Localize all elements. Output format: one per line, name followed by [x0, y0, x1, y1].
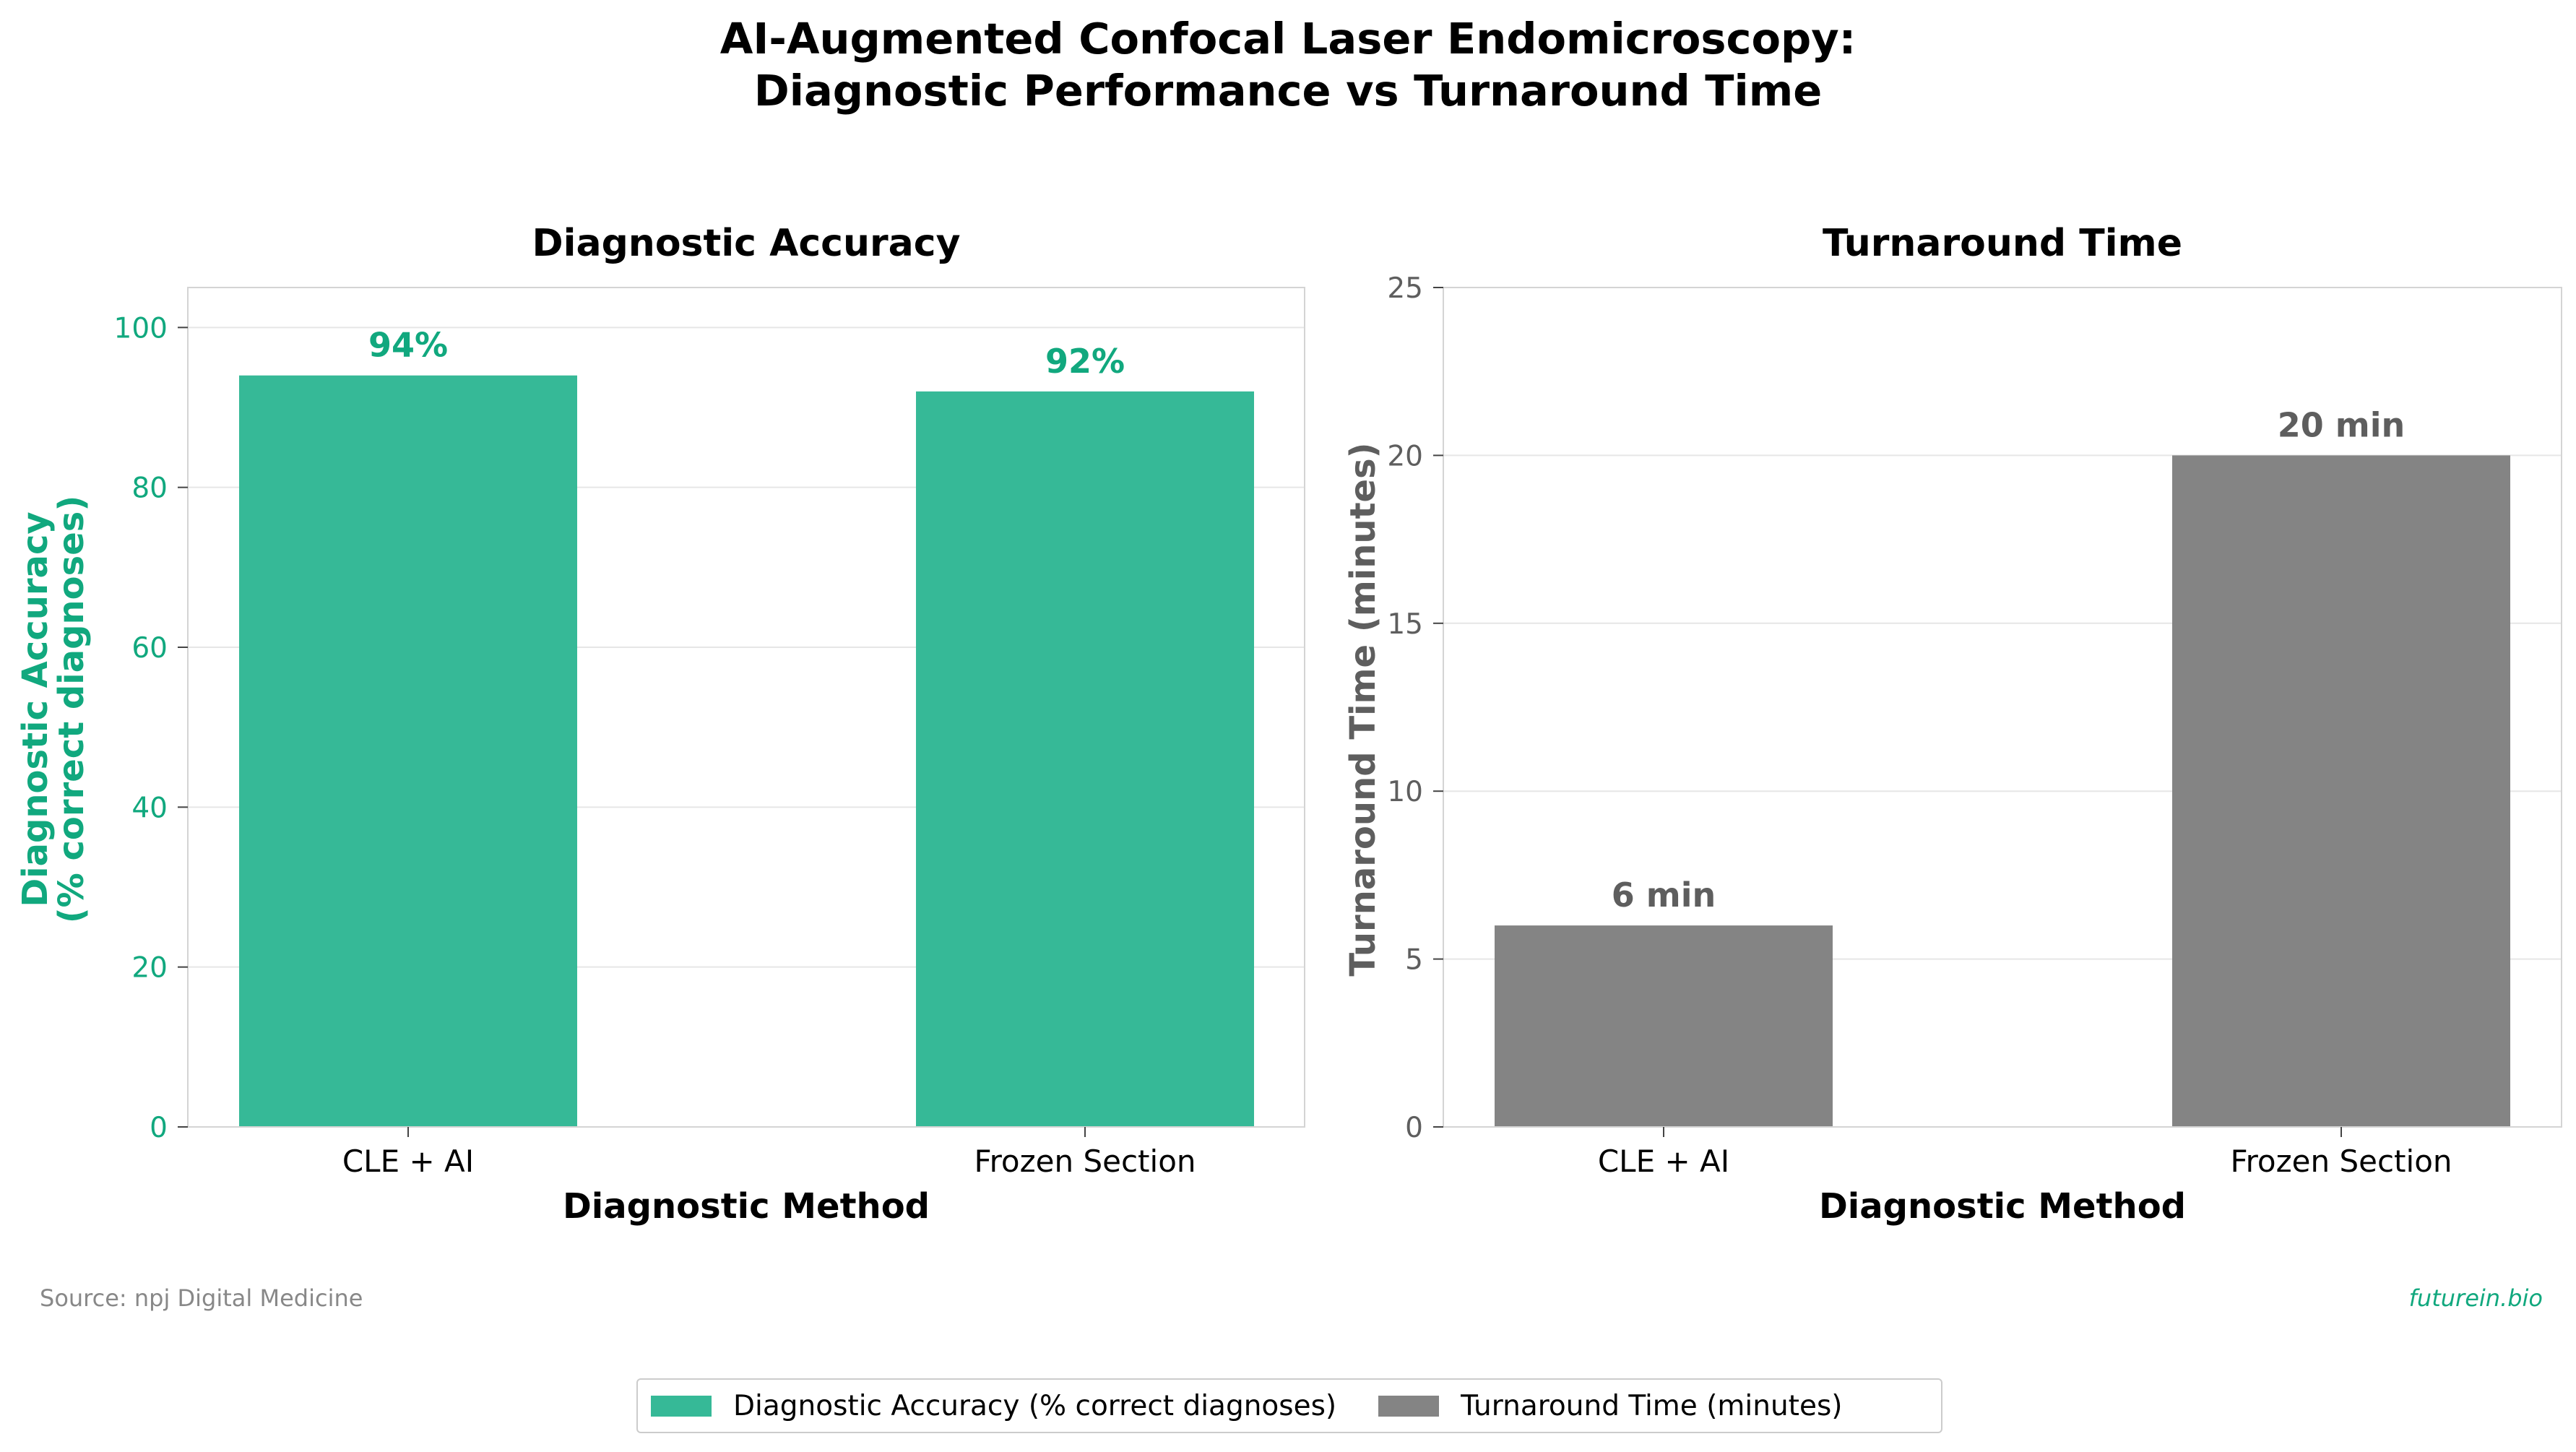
legend-item-time: Turnaround Time (minutes)	[1378, 1389, 1843, 1422]
bar-1-1	[2172, 455, 2510, 1127]
xtick-label-0-1: Frozen Section	[974, 1144, 1196, 1179]
chart-title: AI-Augmented Confocal Laser Endomicrosco…	[0, 13, 2576, 117]
source-note: Source: npj Digital Medicine	[40, 1284, 363, 1312]
y-axis-title-0-1: (% correct diagnoses)	[51, 496, 92, 924]
legend-item-accuracy: Diagnostic Accuracy (% correct diagnoses…	[651, 1390, 1336, 1422]
bar-0-1	[916, 391, 1254, 1127]
plot-frame-1	[1443, 287, 2562, 1128]
brand-mark: futurein.bio	[2408, 1284, 2543, 1312]
xtick-label-1-0: CLE + AI	[1598, 1144, 1729, 1179]
y-axis-title-1-0: Turnaround Time (minutes)	[1343, 442, 1383, 976]
ytick-label-1-2: 10	[1387, 776, 1423, 808]
x-axis-title-1: Diagnostic Method	[1819, 1186, 2186, 1227]
y-axis-title-0-0: Diagnostic Accuracy	[15, 511, 56, 907]
legend-label-accuracy: Diagnostic Accuracy (% correct diagnoses…	[733, 1389, 1337, 1422]
ytick-label-0-3: 60	[131, 632, 168, 665]
ytick-label-1-3: 15	[1387, 608, 1423, 641]
panel-title-1: Turnaround Time	[1823, 222, 2182, 265]
ytick-label-0-1: 20	[131, 952, 168, 985]
plot-frame-0	[187, 287, 1305, 1128]
ytick-label-1-0: 0	[1405, 1112, 1423, 1144]
ytick-label-0-0: 0	[150, 1112, 168, 1144]
bar-0-0	[239, 375, 577, 1127]
chart-title-line-1: AI-Augmented Confocal Laser Endomicrosco…	[719, 14, 1857, 64]
ytick-label-0-4: 80	[131, 472, 168, 505]
xtick-label-0-0: CLE + AI	[342, 1144, 474, 1179]
data-label-0-0: 94%	[368, 326, 448, 365]
legend-label-time: Turnaround Time (minutes)	[1461, 1389, 1843, 1422]
bar-1-0	[1495, 925, 1833, 1127]
ytick-label-0-5: 100	[114, 312, 168, 345]
ytick-label-1-4: 20	[1387, 440, 1423, 472]
data-label-1-1: 20 min	[2278, 405, 2405, 444]
ytick-label-1-5: 25	[1387, 272, 1423, 305]
x-axis-title-0: Diagnostic Method	[563, 1186, 930, 1227]
chart-title-line-2: Diagnostic Performance vs Turnaround Tim…	[753, 66, 1823, 116]
ytick-label-0-2: 40	[131, 792, 168, 824]
legend: Diagnostic Accuracy (% correct diagnoses…	[636, 1378, 1942, 1433]
legend-swatch-time	[1378, 1395, 1440, 1417]
legend-swatch-accuracy	[651, 1395, 712, 1417]
data-label-0-1: 92%	[1045, 342, 1125, 381]
data-label-1-0: 6 min	[1612, 876, 1716, 915]
ytick-label-1-1: 5	[1405, 944, 1423, 977]
panel-title-0: Diagnostic Accuracy	[532, 222, 961, 265]
xtick-label-1-1: Frozen Section	[2230, 1144, 2452, 1179]
